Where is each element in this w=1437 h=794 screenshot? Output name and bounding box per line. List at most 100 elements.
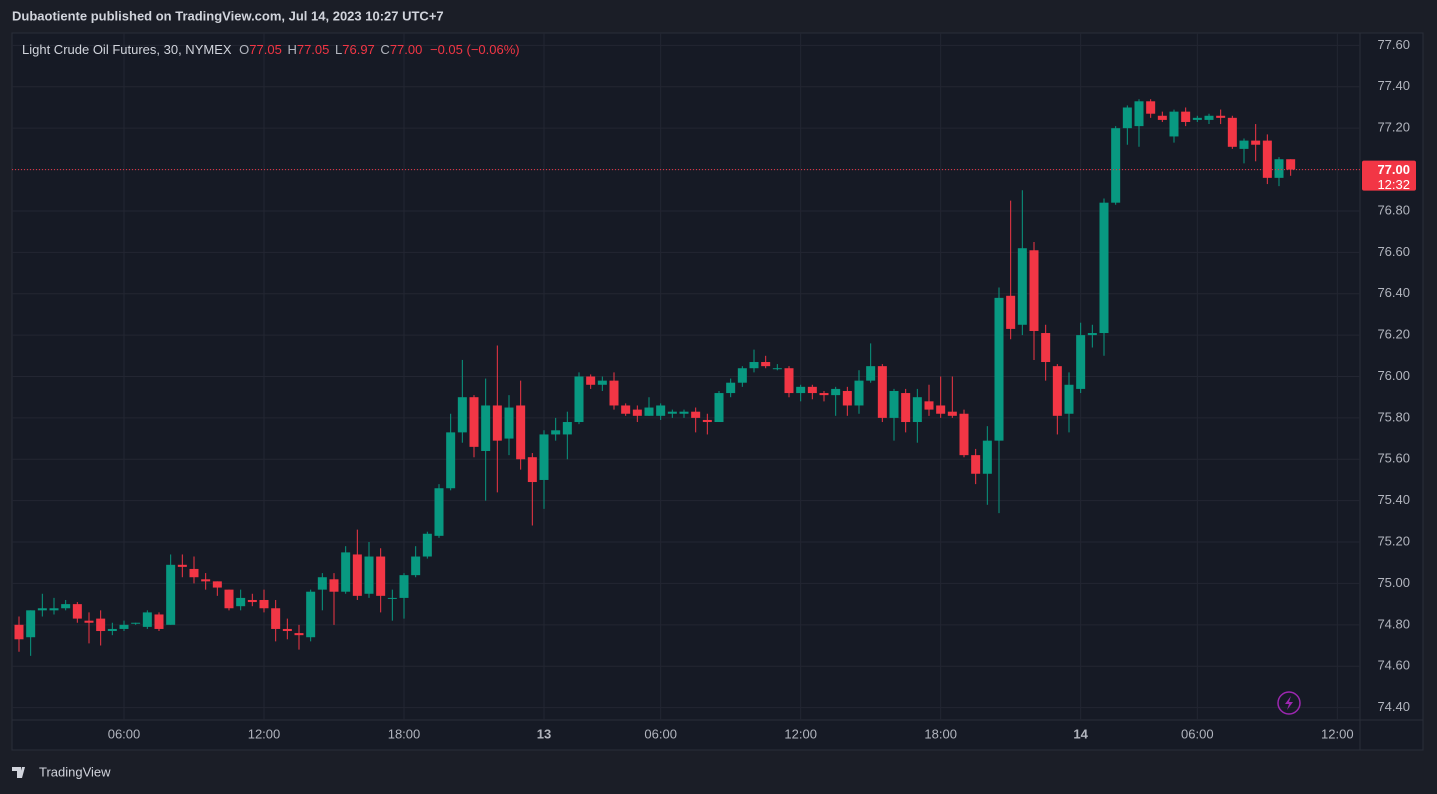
candle: [84, 612, 94, 644]
candle: [586, 374, 596, 389]
candle-body: [166, 564, 176, 625]
candle-body: [317, 577, 327, 590]
candle: [889, 388, 899, 441]
candle: [761, 355, 771, 369]
candle: [877, 364, 887, 423]
candle: [749, 349, 759, 373]
candle-body: [399, 575, 409, 598]
candle-body: [1052, 366, 1062, 416]
candle-body: [667, 411, 677, 414]
y-tick-label: 74.80: [1377, 616, 1410, 631]
y-tick-label: 75.80: [1377, 409, 1410, 424]
logo[interactable]: TradingView: [12, 764, 111, 779]
candle-body: [527, 457, 537, 483]
candle: [1146, 99, 1156, 118]
candle-body: [1169, 111, 1179, 137]
replay-icon[interactable]: [1277, 691, 1301, 715]
candle: [772, 364, 782, 371]
candle-body: [877, 366, 887, 418]
x-tick-label: 06:00: [644, 726, 677, 741]
candle-body: [96, 618, 106, 632]
candle: [1274, 157, 1284, 187]
candle-body: [376, 556, 386, 596]
candle-body: [1029, 250, 1039, 331]
candle-body: [1006, 295, 1016, 329]
y-tick-label: 75.20: [1377, 533, 1410, 548]
candle: [924, 384, 934, 416]
candle-body: [446, 432, 456, 489]
candle: [656, 403, 666, 420]
candle-body: [504, 407, 514, 439]
candle-body: [341, 552, 351, 592]
candle-body: [422, 533, 432, 557]
candle-body: [1181, 111, 1191, 122]
candle: [1169, 109, 1179, 143]
candle-body: [142, 612, 152, 627]
candle: [982, 426, 992, 505]
candle: [1227, 115, 1237, 149]
candle: [1122, 105, 1132, 145]
candle-body: [1227, 117, 1237, 147]
candle-body: [1251, 140, 1261, 145]
candle-body: [212, 581, 222, 588]
candle-body: [72, 604, 82, 619]
candle: [574, 372, 584, 425]
candle: [609, 372, 619, 410]
candle: [539, 430, 549, 509]
candle: [189, 556, 199, 584]
candle-body: [154, 614, 164, 629]
candle-body: [329, 579, 339, 592]
y-tick-label: 76.00: [1377, 368, 1410, 383]
candle: [936, 376, 946, 418]
candle-body: [761, 362, 771, 367]
candle-body: [84, 620, 94, 623]
candle-body: [796, 386, 806, 394]
chart-title: Light Crude Oil Futures, 30, NYMEX: [22, 42, 232, 57]
candle-body: [457, 397, 467, 433]
candle-body: [107, 628, 117, 632]
candle-body: [259, 599, 269, 609]
candle: [679, 409, 689, 418]
legend-letter: L: [335, 42, 342, 57]
candle-body: [749, 362, 759, 369]
candle-body: [1017, 248, 1027, 325]
candle: [96, 610, 106, 646]
candle: [1262, 134, 1272, 185]
y-tick-label: 74.40: [1377, 699, 1410, 714]
candle-body: [842, 390, 852, 406]
legend-value: 77.05: [249, 42, 282, 57]
candle: [294, 624, 304, 650]
candle: [329, 573, 339, 625]
candle: [912, 388, 922, 443]
logo-mark: [12, 767, 25, 778]
candle: [959, 409, 969, 458]
candle-body: [1099, 202, 1109, 334]
candle-body: [282, 628, 292, 632]
candle: [1076, 322, 1086, 394]
candle-body: [492, 405, 502, 441]
candle-body: [26, 610, 36, 638]
candle-body: [551, 430, 561, 435]
candle: [224, 589, 234, 611]
candle-body: [1216, 115, 1226, 118]
candle-body: [411, 556, 421, 576]
candle-body: [1192, 117, 1202, 120]
chart-frame: [11, 32, 1424, 751]
candle-body: [994, 297, 1004, 441]
change-label: −0.05 (−0.06%): [430, 42, 520, 57]
candle: [457, 359, 467, 443]
candle: [446, 413, 456, 491]
candle-body: [236, 597, 246, 607]
candle: [1099, 198, 1109, 356]
candle-body: [644, 407, 654, 416]
candle-body: [271, 608, 281, 629]
candle: [714, 390, 724, 423]
candle: [842, 386, 852, 416]
candle-body: [866, 366, 876, 381]
candle: [364, 542, 374, 598]
candle-body: [772, 368, 782, 370]
candle-body: [387, 597, 397, 599]
candle-body: [306, 591, 316, 638]
candle: [1239, 138, 1249, 164]
